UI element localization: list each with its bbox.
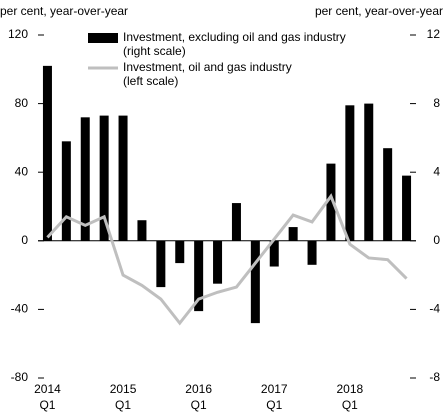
x-tick-label: Q1: [266, 398, 282, 412]
x-tick-label: 2014: [34, 382, 61, 396]
y2-tick-label: -8: [429, 370, 440, 384]
bar: [156, 240, 166, 288]
y-tick-label: 0: [21, 233, 28, 247]
x-tick-label: Q1: [115, 398, 131, 412]
bar: [250, 240, 260, 324]
bar: [80, 117, 90, 241]
bar: [288, 227, 298, 241]
bar: [402, 175, 412, 241]
bar: [42, 65, 52, 241]
bar: [118, 115, 128, 241]
bar: [231, 203, 241, 241]
y2-tick-label: 0: [433, 233, 440, 247]
bar: [61, 141, 71, 241]
x-tick-label: Q1: [342, 398, 358, 412]
y-tick-label: 40: [15, 164, 29, 178]
bar: [194, 240, 204, 312]
bar: [269, 240, 279, 267]
legend-label: Investment, excluding oil and gas indust…: [123, 30, 346, 44]
bar: [345, 105, 355, 241]
y-tick-label: -80: [11, 370, 29, 384]
y-tick-label: 120: [8, 27, 28, 41]
x-tick-label: 2017: [261, 382, 288, 396]
bar: [213, 240, 223, 284]
x-tick-label: 2015: [110, 382, 137, 396]
y-tick-label: -40: [11, 302, 29, 316]
bar: [364, 103, 374, 241]
bar: [175, 240, 185, 264]
bar: [326, 163, 336, 241]
x-tick-label: 2016: [185, 382, 212, 396]
x-tick-label: Q1: [191, 398, 207, 412]
y2-tick-label: 12: [427, 27, 441, 41]
legend-label: Investment, oil and gas industry: [123, 60, 292, 74]
bar: [99, 115, 109, 241]
y2-tick-label: 4: [433, 164, 440, 178]
legend-note: (right scale): [123, 44, 186, 58]
y2-tick-label: 8: [433, 96, 440, 110]
y-axis-title: per cent, year-over-year: [0, 4, 128, 18]
line: [46, 193, 408, 326]
x-tick-label: 2018: [336, 382, 363, 396]
y2-tick-label: -4: [429, 302, 440, 316]
bar: [307, 240, 317, 265]
y-tick-label: 80: [15, 96, 29, 110]
y2-axis-title: per cent, year-over-year: [315, 4, 443, 18]
legend-note: (left scale): [123, 74, 178, 88]
x-tick-label: Q1: [39, 398, 55, 412]
legend-swatch: [88, 33, 118, 43]
bar: [383, 148, 393, 241]
bar: [137, 220, 147, 241]
